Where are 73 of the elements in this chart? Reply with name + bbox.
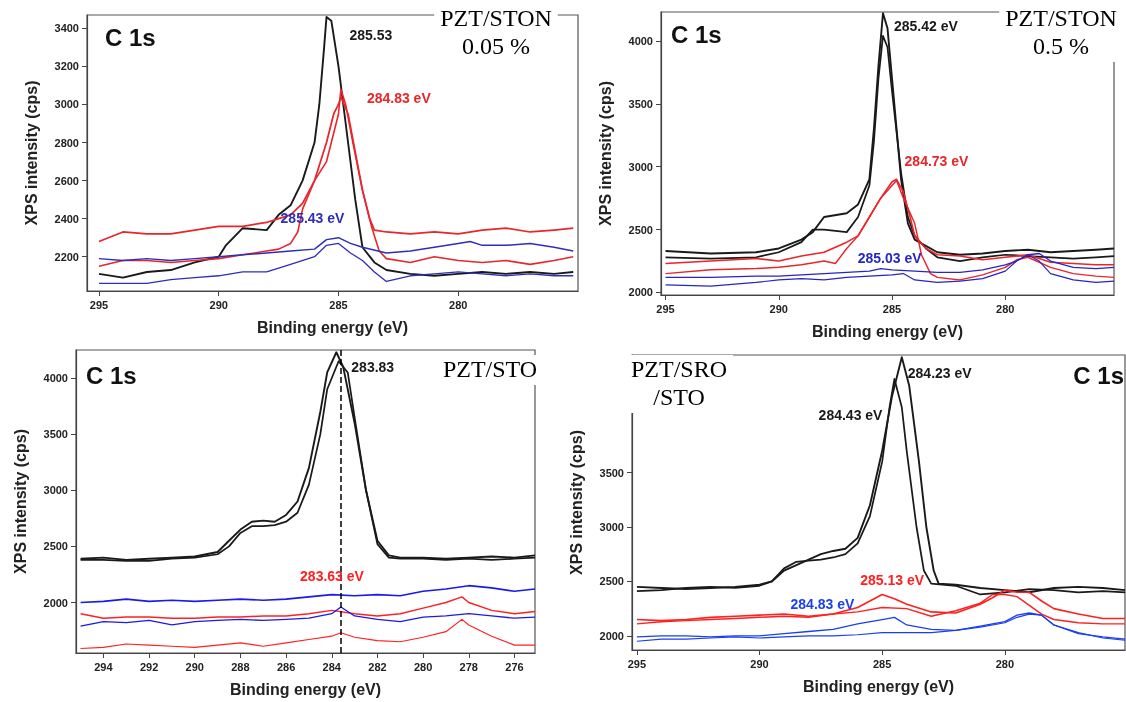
y-tick-label: 2600 <box>54 174 79 187</box>
x-tick-label: 292 <box>139 660 159 673</box>
y-tick-label: 2800 <box>54 136 79 149</box>
x-tick-label: 295 <box>89 298 109 311</box>
y-tick-label: 3000 <box>628 160 653 173</box>
annotation: 284.83 eV <box>366 90 432 107</box>
chart-title: PZT/SRO <box>630 356 728 382</box>
y-tick-label: 2500 <box>628 223 653 236</box>
x-axis-title: Binding energy (eV) <box>811 322 964 340</box>
x-tick-label: 285 <box>882 302 902 315</box>
y-tick-label: 2000 <box>599 629 624 642</box>
annotation: 285.13 eV <box>860 572 925 589</box>
annotation: 285.53 <box>349 26 393 43</box>
annotation: C 1s <box>1073 361 1125 389</box>
x-tick-label: 280 <box>996 302 1015 315</box>
text: /STO <box>653 384 705 410</box>
x-tick-label: 295 <box>627 657 647 670</box>
y-tick-label: 2500 <box>43 540 68 553</box>
x-axis-title: Binding energy (eV) <box>229 680 382 698</box>
y-tick-label: 4000 <box>43 372 68 385</box>
annotation: 283.63 eV <box>300 568 365 584</box>
x-tick-label: 276 <box>505 660 524 673</box>
chart-title: PZT/STON <box>1005 5 1117 31</box>
annotation: 285.03 eV <box>857 249 923 266</box>
y-tick-label: 2200 <box>54 250 79 263</box>
x-tick-label: 288 <box>231 660 250 673</box>
y-tick-label: 3000 <box>599 520 624 533</box>
x-tick-label: 280 <box>413 660 433 673</box>
x-tick-label: 278 <box>459 660 478 673</box>
y-tick-label: 3500 <box>599 466 624 479</box>
y-tick-label: 3000 <box>54 98 79 111</box>
y-axis-title: XPS intensity (cps) <box>22 80 40 226</box>
y-axis-title: XPS intensity (cps) <box>567 430 585 575</box>
annotation: 285.42 eV <box>893 18 959 35</box>
x-axis-title: Binding energy (eV) <box>256 318 409 336</box>
x-tick-label: 290 <box>750 657 769 670</box>
y-tick-label: 2000 <box>43 596 68 609</box>
x-tick-label: 290 <box>185 660 204 673</box>
annotation: 284.73 eV <box>904 153 970 170</box>
x-tick-label: 280 <box>449 298 468 311</box>
x-tick-label: 284 <box>322 660 342 673</box>
annotation: C 1s <box>86 361 137 389</box>
x-tick-label: 290 <box>769 302 788 315</box>
text: 0.05 % <box>462 33 530 59</box>
x-axis-title: Binding energy (eV) <box>802 677 955 695</box>
y-tick-label: 2000 <box>628 286 653 299</box>
y-tick-label: 3400 <box>54 22 79 35</box>
annotation: 284.83 eV <box>790 596 856 613</box>
x-tick-label: 286 <box>276 660 296 673</box>
y-tick-label: 3200 <box>54 60 79 73</box>
y-tick-label: 3500 <box>628 97 653 110</box>
y-tick-label: 3500 <box>43 428 68 441</box>
x-tick-label: 282 <box>368 660 387 673</box>
annotation: C 1s <box>671 20 722 48</box>
annotation: 284.23 eV <box>907 365 973 382</box>
x-tick-label: 285 <box>873 657 892 670</box>
y-tick-label: 2400 <box>54 212 79 225</box>
annotation: 283.83 <box>351 359 395 376</box>
y-axis-title: XPS intensity (cps) <box>11 429 29 574</box>
annotation: C 1s <box>105 23 156 51</box>
y-tick-label: 4000 <box>628 34 653 47</box>
x-tick-label: 280 <box>995 657 1014 670</box>
text: 0.5 % <box>1033 33 1089 59</box>
chart-title: PZT/STO <box>442 356 538 382</box>
chart-title: PZT/STON <box>440 5 552 31</box>
x-tick-label: 285 <box>329 298 348 311</box>
y-tick-label: 3000 <box>43 484 68 497</box>
annotation: 284.43 eV <box>818 406 884 423</box>
y-axis-title: XPS intensity (cps) <box>596 81 614 226</box>
x-tick-label: 290 <box>209 298 228 311</box>
y-tick-label: 2500 <box>599 575 624 588</box>
x-tick-label: 294 <box>94 660 114 673</box>
x-tick-label: 295 <box>656 302 675 315</box>
